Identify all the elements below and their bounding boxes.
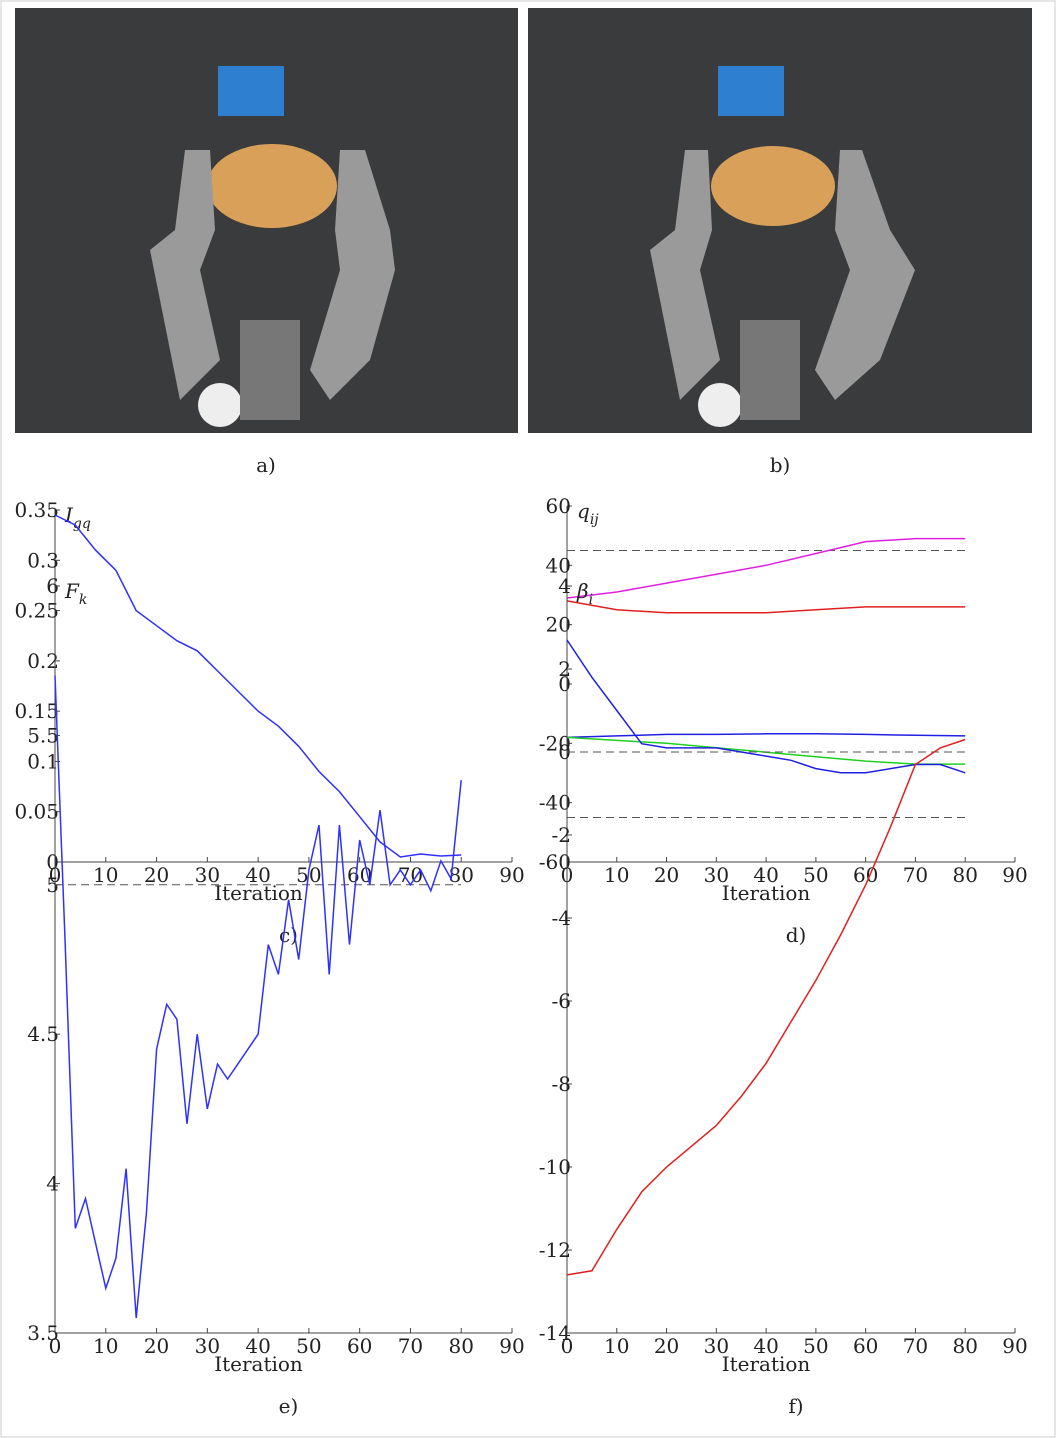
x-tick-label: 70 xyxy=(903,1334,928,1358)
y-label-main: β xyxy=(576,579,589,603)
x-tick-label: 10 xyxy=(93,1334,118,1358)
y-tick-label: -12 xyxy=(539,1238,571,1262)
series-line xyxy=(566,736,966,765)
x-tick-label: 20 xyxy=(654,863,679,887)
y-label-sub: gq xyxy=(73,516,91,532)
y-tick-label: -14 xyxy=(539,1321,571,1345)
y-tick-label: 5.5 xyxy=(27,723,59,747)
caption: a) xyxy=(256,453,276,477)
series-line xyxy=(566,600,966,614)
y-tick-label: -4 xyxy=(552,906,571,930)
x-tick-label: 20 xyxy=(144,1334,169,1358)
x-tick-label: 70 xyxy=(398,863,423,887)
y-tick-label: -6 xyxy=(552,989,571,1013)
y-label-sub: ij xyxy=(590,512,599,528)
y-tick-label: -60 xyxy=(539,850,571,874)
y-tick-label: 0.25 xyxy=(14,599,59,623)
x-tick-label: 40 xyxy=(245,1334,270,1358)
caption: d) xyxy=(786,923,807,947)
y-tick-label: 60 xyxy=(546,494,571,518)
x-tick-label: 10 xyxy=(604,863,629,887)
x-tick-label: 20 xyxy=(654,1334,679,1358)
y-axis-label: βi xyxy=(576,579,593,608)
x-tick-label: 40 xyxy=(753,863,778,887)
y-label-sub: i xyxy=(589,592,593,608)
x-tick-label: 70 xyxy=(903,863,928,887)
series-line xyxy=(54,675,462,1319)
x-tick-label: 30 xyxy=(195,1334,220,1358)
y-tick-label: 40 xyxy=(546,553,571,577)
y-tick-label: 0.05 xyxy=(14,800,59,824)
x-tick-label: 50 xyxy=(296,1334,321,1358)
y-tick-label: -20 xyxy=(539,731,571,755)
x-tick-label: 80 xyxy=(952,1334,977,1358)
x-tick-label: 60 xyxy=(347,863,372,887)
x-tick-label: 60 xyxy=(853,1334,878,1358)
x-tick-label: 50 xyxy=(803,863,828,887)
series-line xyxy=(54,514,462,858)
x-tick-label: 10 xyxy=(604,1334,629,1358)
y-tick-label: 4 xyxy=(558,574,571,598)
x-tick-label: 30 xyxy=(704,863,729,887)
x-tick-label: 40 xyxy=(245,863,270,887)
y-tick-label: 0.2 xyxy=(27,649,59,673)
series-line xyxy=(566,537,966,599)
y-tick-label: 6 xyxy=(46,574,59,598)
y-tick-label: 2 xyxy=(558,657,571,681)
photo-a xyxy=(15,8,518,433)
y-tick-label: 3.5 xyxy=(27,1321,59,1345)
y-tick-label: 4.5 xyxy=(27,1022,59,1046)
y-tick-label: 0.1 xyxy=(27,749,59,773)
x-tick-label: 20 xyxy=(144,863,169,887)
x-tick-label: 90 xyxy=(1002,1334,1027,1358)
y-label-main: I xyxy=(64,503,74,527)
x-axis-label: Iteration xyxy=(214,1352,303,1376)
x-tick-label: 60 xyxy=(347,1334,372,1358)
y-axis-label: Fk xyxy=(64,579,87,608)
series-line xyxy=(566,738,966,1276)
y-tick-label: 0.35 xyxy=(14,498,59,522)
x-tick-label: 0 xyxy=(49,1334,62,1358)
y-label-sub: k xyxy=(79,592,87,608)
x-tick-label: 80 xyxy=(952,863,977,887)
y-tick-label: 0.15 xyxy=(14,699,59,723)
y-tick-label: 4 xyxy=(46,1172,59,1196)
series-line xyxy=(566,639,966,774)
y-tick-label: 0 xyxy=(558,672,571,696)
x-tick-label: 90 xyxy=(1002,863,1027,887)
x-tick-label: 50 xyxy=(803,1334,828,1358)
y-tick-label: 0.3 xyxy=(27,548,59,572)
x-axis-label: Iteration xyxy=(722,1352,811,1376)
x-tick-label: 90 xyxy=(499,1334,524,1358)
x-tick-label: 90 xyxy=(499,863,524,887)
y-label-main: q xyxy=(577,499,590,523)
y-tick-label: 5 xyxy=(46,873,59,897)
x-tick-label: 80 xyxy=(448,1334,473,1358)
x-tick-label: 40 xyxy=(753,1334,778,1358)
y-axis-label: qij xyxy=(577,499,599,528)
x-tick-label: 0 xyxy=(561,1334,574,1358)
caption: f) xyxy=(788,1394,803,1418)
x-tick-label: 70 xyxy=(398,1334,423,1358)
y-tick-label: -2 xyxy=(552,823,571,847)
y-tick-label: -40 xyxy=(539,791,571,815)
x-tick-label: 10 xyxy=(93,863,118,887)
x-tick-label: 30 xyxy=(704,1334,729,1358)
y-label-main: F xyxy=(64,579,80,603)
y-tick-label: 0 xyxy=(558,740,571,764)
x-axis-label: Iteration xyxy=(722,881,811,905)
y-tick-label: -8 xyxy=(552,1072,571,1096)
y-tick-label: -10 xyxy=(539,1155,571,1179)
series-line xyxy=(566,733,966,739)
x-tick-label: 30 xyxy=(195,863,220,887)
y-tick-label: 0 xyxy=(46,850,59,874)
photo-b xyxy=(528,8,1032,433)
caption: e) xyxy=(279,1394,299,1418)
caption: b) xyxy=(770,453,791,477)
